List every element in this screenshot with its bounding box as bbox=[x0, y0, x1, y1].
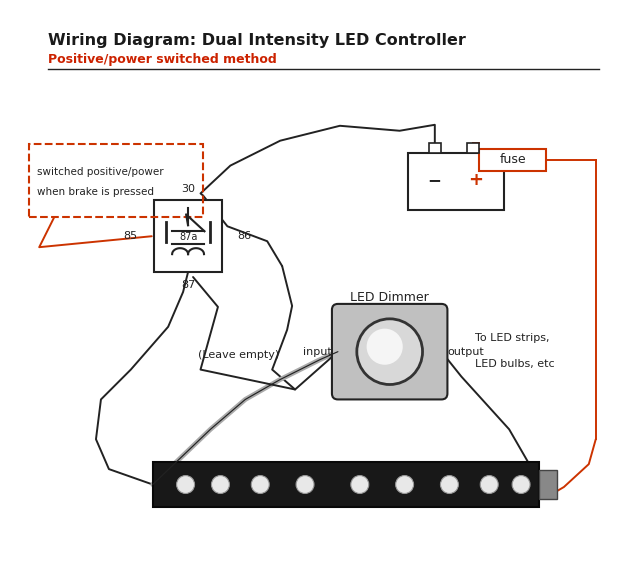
Text: LED Dimmer: LED Dimmer bbox=[350, 291, 429, 304]
Bar bbox=[468, 143, 480, 152]
Bar bbox=[154, 200, 222, 272]
Text: LED bulbs, etc: LED bulbs, etc bbox=[475, 358, 555, 369]
Circle shape bbox=[512, 476, 530, 493]
Text: 87a: 87a bbox=[180, 232, 198, 242]
Circle shape bbox=[357, 319, 423, 385]
Bar bbox=[408, 152, 504, 211]
Bar bbox=[539, 470, 557, 499]
Circle shape bbox=[441, 476, 458, 493]
Bar bbox=[479, 149, 546, 171]
Circle shape bbox=[480, 476, 498, 493]
Text: 30: 30 bbox=[181, 184, 195, 195]
Text: (Leave empty): (Leave empty) bbox=[198, 350, 279, 360]
Circle shape bbox=[296, 476, 314, 493]
Bar bbox=[153, 462, 539, 507]
Text: 85: 85 bbox=[123, 231, 137, 241]
Circle shape bbox=[212, 476, 229, 493]
Text: Positive/power switched method: Positive/power switched method bbox=[48, 53, 277, 66]
Text: 87: 87 bbox=[181, 280, 195, 290]
Text: To LED strips,: To LED strips, bbox=[475, 333, 550, 343]
Text: switched positive/power: switched positive/power bbox=[37, 167, 164, 176]
Circle shape bbox=[367, 329, 403, 365]
Text: +: + bbox=[468, 171, 483, 189]
Text: −: − bbox=[428, 171, 442, 189]
Text: 86: 86 bbox=[237, 231, 252, 241]
Text: input: input bbox=[303, 347, 332, 357]
Circle shape bbox=[252, 476, 269, 493]
Bar bbox=[429, 143, 441, 152]
Text: fuse: fuse bbox=[499, 153, 526, 166]
Circle shape bbox=[176, 476, 195, 493]
Text: output: output bbox=[447, 347, 484, 357]
Circle shape bbox=[396, 476, 413, 493]
Bar bbox=[29, 144, 202, 217]
FancyBboxPatch shape bbox=[332, 304, 447, 399]
Circle shape bbox=[351, 476, 368, 493]
Text: Wiring Diagram: Dual Intensity LED Controller: Wiring Diagram: Dual Intensity LED Contr… bbox=[48, 33, 466, 48]
Text: when brake is pressed: when brake is pressed bbox=[37, 187, 154, 196]
